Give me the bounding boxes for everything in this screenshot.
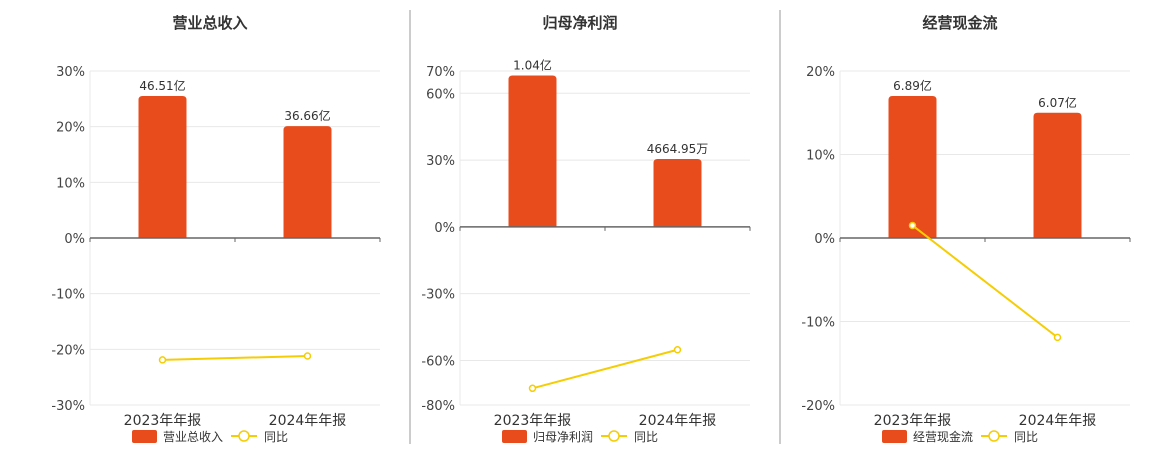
x-tick-label: 2023年年报 [494,413,572,429]
bar-data-label: 36.66亿 [284,108,330,123]
legend-bar-label: 归母净利润 [533,430,593,444]
y-tick-label: 20% [806,65,835,80]
y-tick-label: 30% [426,154,455,169]
y-tick-label: 0% [814,232,835,247]
legend-bar-swatch [882,430,907,443]
y-tick-label: 60% [426,87,455,102]
bar [138,96,187,238]
yoy-point [673,346,682,354]
yoy-line [911,224,1059,339]
y-tick-label: 0% [434,221,455,236]
legend-bar-swatch [132,430,157,443]
chart-title: 经营现金流 [922,14,997,32]
legend-line-label: 同比 [1014,430,1038,444]
x-tick-label: 2024年年报 [269,413,347,429]
yoy-point [158,356,167,364]
chart-panel-3: 经营现金流 20% 10% 0% -10% -20% 6.89亿 6.07亿 2023年年报 20… [801,14,1131,444]
legend-bar-label: 经营现金流 [913,429,973,444]
yoy-line [162,355,308,361]
chart-title: 营业总收入 [172,14,247,32]
yoy-point [1053,333,1062,342]
chart-title: 归母净利润 [542,14,617,32]
bar-data-label: 1.04亿 [513,57,552,72]
y-tick-label: -30% [421,288,455,303]
chart-panel-1: 营业总收入 30% 20% 10% 0% -10% -20% -30% 46.51亿 36.66亿… [51,14,381,444]
bar [508,75,557,227]
legend-line-marker [238,430,250,442]
bar [283,126,332,238]
y-tick-label: 0% [64,232,85,247]
legend-line-marker [608,430,620,442]
y-tick-label: 20% [56,121,85,136]
bar [1033,112,1082,238]
yoy-point [908,221,917,230]
y-tick-label: 10% [56,176,85,191]
chart-panel-2: 归母净利润 70% 60% 30% 0% -30% -60% -80% 1.04亿 4664.95… [421,14,751,444]
y-tick-label: -80% [421,399,455,414]
legend-line-marker [988,430,1000,442]
legend-line-label: 同比 [264,430,288,444]
x-tick-label: 2024年年报 [1019,413,1097,429]
bar-data-label: 6.07亿 [1038,95,1077,110]
y-tick-label: -10% [801,316,835,331]
bar [653,158,702,227]
legend-bar-label: 营业总收入 [163,430,223,444]
bar [888,96,937,238]
y-tick-label: -30% [51,399,85,414]
bar-data-label: 46.51亿 [139,78,185,93]
y-tick-label: 70% [426,65,455,80]
bar-data-label: 4664.95万 [647,142,709,156]
legend-line-label: 同比 [634,430,658,444]
yoy-point [528,384,537,393]
y-tick-label: 10% [806,149,835,164]
y-tick-label: -10% [51,288,85,303]
y-tick-label: 30% [56,65,85,80]
yoy-point [303,352,312,360]
y-tick-label: -60% [421,354,455,369]
x-tick-label: 2023年年报 [874,413,952,429]
x-tick-label: 2024年年报 [639,413,717,429]
yoy-line [532,348,678,390]
y-tick-label: -20% [801,399,835,414]
x-tick-label: 2023年年报 [124,413,202,429]
y-tick-label: -20% [51,343,85,358]
bar-data-label: 6.89亿 [893,78,932,93]
legend-bar-swatch [502,430,527,443]
